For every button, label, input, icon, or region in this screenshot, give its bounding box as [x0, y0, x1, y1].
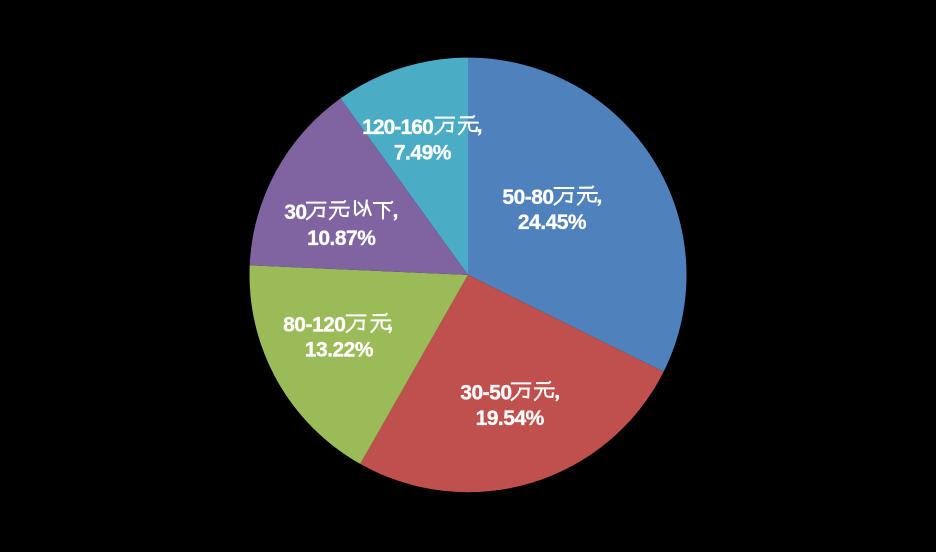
svg-text:24.45%: 24.45%	[518, 211, 587, 234]
svg-text:80-120: 80-120	[283, 314, 345, 337]
svg-text:10.87%: 10.87%	[307, 227, 376, 250]
svg-text:19.54%: 19.54%	[476, 407, 545, 430]
svg-text:50-80: 50-80	[502, 186, 553, 209]
svg-text:30: 30	[284, 201, 306, 224]
svg-text:30-50: 30-50	[460, 382, 511, 405]
svg-text:13.22%: 13.22%	[305, 339, 374, 362]
svg-text:7.49%: 7.49%	[394, 142, 452, 165]
svg-text:120-160: 120-160	[362, 116, 433, 139]
